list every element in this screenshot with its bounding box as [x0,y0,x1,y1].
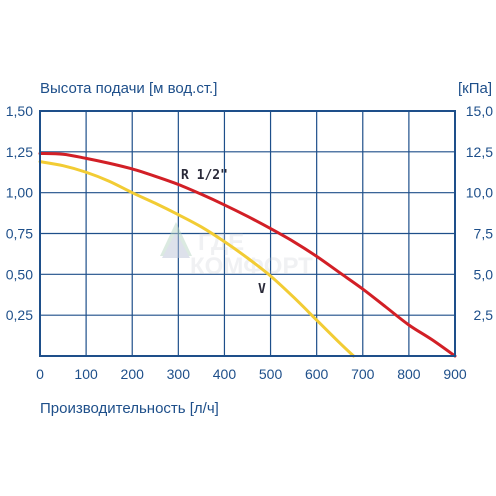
x-tick-label: 100 [74,366,98,382]
x-tick-label: 800 [397,366,421,382]
tick-labels: 0 100 200 300 400 500 600 700 800 900 0,25 2,5 0,50 5… [6,103,493,382]
x-tick-label: 500 [259,366,283,382]
x-tick-label: 400 [213,366,237,382]
logo-triangle-icon [162,232,190,258]
x-tick-label: 200 [121,366,145,382]
x-tick-label: 600 [305,366,329,382]
x-tick-label: 0 [36,366,44,382]
series-group [38,151,457,358]
series-line-0 [38,151,457,358]
y-tick-label: 0,75 [6,226,33,242]
y-tick-label: 0,25 [6,307,33,323]
y-right-tick-label: 10,0 [466,185,493,201]
y-right-tick-label: 5,0 [474,266,494,282]
y-tick-label: 1,50 [6,103,33,119]
watermark-logo: ГДЕ КОМФОРТ [160,222,313,280]
y-axis-right-title: [кПа] [458,80,492,97]
x-axis-title: Производительность [л/ч] [40,400,219,417]
y-tick-label: 0,50 [6,266,33,282]
y-right-tick-label: 2,5 [474,307,494,323]
series-label-r12: R 1/2" [181,168,228,183]
y-tick-label: 1,25 [6,144,33,160]
y-right-tick-label: 12,5 [466,144,493,160]
y-axis-title: Высота подачи [м вод.ст.] [40,80,217,97]
grid [39,110,456,356]
y-tick-label: 1,00 [6,185,33,201]
watermark-line2: КОМФОРТ [190,253,313,280]
x-tick-label: 300 [167,366,191,382]
y-right-tick-label: 7,5 [474,226,494,242]
series-label-v: V [258,282,266,297]
x-tick-label: 700 [351,366,375,382]
series-line-1 [38,160,356,358]
plot-border [39,110,456,357]
y-right-tick-label: 15,0 [466,103,493,119]
x-tick-label: 900 [443,366,467,382]
